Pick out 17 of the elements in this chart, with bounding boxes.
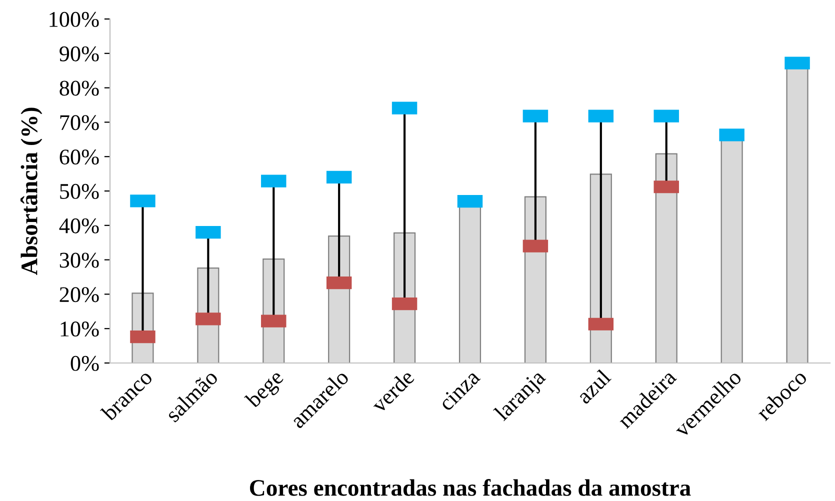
y-tick-label: 90% — [60, 46, 99, 62]
x-tick-label: azul — [575, 368, 612, 405]
x-tick-label: cinza — [438, 368, 481, 412]
y-tick-label: 40% — [59, 218, 99, 234]
y-tick-label: 50% — [60, 184, 99, 199]
y-axis-title: Absortância (%) — [20, 108, 42, 276]
y-tick-label: 70% — [60, 115, 99, 130]
y-tick-label: 80% — [60, 80, 99, 96]
x-tick-label: verde — [370, 368, 416, 414]
y-tick-label: 30% — [60, 252, 99, 268]
x-tick-label: bege — [244, 368, 288, 412]
y-tick-label: 20% — [60, 287, 99, 302]
y-tick-label: 10% — [60, 322, 99, 337]
y-tick-label: 0% — [70, 356, 99, 371]
x-axis-title: Cores encontradas nas fachadas da amostra — [250, 479, 691, 496]
y-tick-label: 100% — [50, 12, 99, 27]
y-tick-label: 60% — [60, 150, 99, 165]
